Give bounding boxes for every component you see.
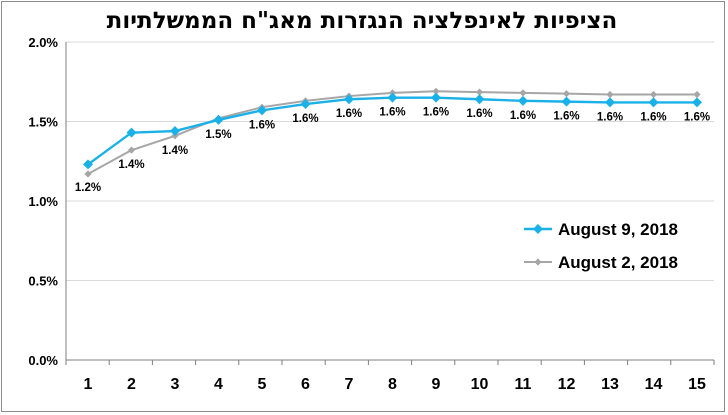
y-tick-label: 0.5% xyxy=(28,274,58,289)
y-axis: 0.0% 0.5% 1.0% 1.5% 2.0% xyxy=(28,35,67,368)
series-line xyxy=(87,90,697,175)
x-tick-label: 13 xyxy=(601,376,619,393)
data-label: 1.6% xyxy=(597,111,623,123)
series-point xyxy=(170,126,180,137)
series-point xyxy=(692,97,702,108)
series-point xyxy=(300,99,311,110)
series-point xyxy=(648,97,659,108)
series-point xyxy=(387,92,398,103)
series-point xyxy=(213,114,224,125)
series-point xyxy=(561,96,572,107)
data-label: 1.6% xyxy=(466,108,492,120)
x-tick-label: 7 xyxy=(345,376,354,393)
data-labels: 1.2% 1.4% 1.4% 1.5% 1.6% 1.6% 1.6% 1.6% 1.6% 1.6%… xyxy=(75,107,710,194)
series-point xyxy=(518,95,528,106)
x-axis: 1 2 3 4 5 6 7 8 9 10 11 12 13 14 15 xyxy=(65,360,715,393)
x-tick-label: 1 xyxy=(84,376,93,393)
series-point xyxy=(693,90,701,99)
series-point xyxy=(432,87,440,95)
data-label: 1.4% xyxy=(118,159,144,171)
legend-marker xyxy=(533,224,543,234)
data-label: 1.6% xyxy=(423,107,449,119)
data-label: 1.6% xyxy=(640,111,666,123)
series-point xyxy=(649,90,658,99)
x-tick-label: 14 xyxy=(645,376,663,393)
legend-entry: August 9, 2018 xyxy=(558,220,678,239)
series-point xyxy=(605,97,615,108)
x-tick-label: 9 xyxy=(432,376,441,393)
data-label: 1.6% xyxy=(684,111,710,123)
series-point xyxy=(606,90,614,99)
chart-title: הציפיות לאינפלציה הנגזרות מאג"ח הממשלתיו… xyxy=(106,8,618,34)
gridlines xyxy=(66,41,714,361)
data-label: 1.6% xyxy=(553,111,579,123)
data-label: 1.6% xyxy=(292,113,318,125)
series-point xyxy=(257,105,267,116)
y-tick-label: 1.0% xyxy=(28,194,58,209)
data-label: 1.6% xyxy=(379,107,405,119)
data-label: 1.6% xyxy=(336,108,362,120)
x-tick-label: 4 xyxy=(214,376,223,393)
y-tick-label: 1.5% xyxy=(28,115,58,130)
legend-entry: August 2, 2018 xyxy=(558,253,678,272)
series-group xyxy=(83,87,702,178)
data-label: 1.6% xyxy=(510,110,536,122)
x-tick-label: 8 xyxy=(388,376,397,393)
x-tick-label: 2 xyxy=(127,376,136,393)
y-tick-label: 0.0% xyxy=(28,353,58,368)
series-point xyxy=(84,170,92,178)
series-point xyxy=(475,88,484,96)
legend: August 9, 2018 August 2, 2018 xyxy=(524,220,678,272)
series-point xyxy=(431,92,441,103)
series-point xyxy=(127,146,136,154)
legend-marker xyxy=(534,258,542,266)
series-point xyxy=(474,94,485,105)
x-tick-label: 11 xyxy=(515,376,532,393)
series-point xyxy=(344,94,354,105)
x-tick-label: 15 xyxy=(688,376,706,393)
x-tick-label: 10 xyxy=(471,376,489,393)
data-label: 1.4% xyxy=(162,145,188,157)
y-tick-label: 2.0% xyxy=(28,35,58,50)
series-point xyxy=(83,159,93,170)
x-tick-label: 6 xyxy=(301,376,310,393)
data-label: 1.2% xyxy=(75,182,101,194)
series-point xyxy=(519,89,527,97)
data-label: 1.5% xyxy=(205,129,231,141)
x-tick-label: 12 xyxy=(558,376,576,393)
x-tick-label: 5 xyxy=(258,376,267,393)
x-tick-label: 3 xyxy=(171,376,180,393)
series-point xyxy=(562,90,571,98)
data-label: 1.6% xyxy=(249,119,275,131)
series-point xyxy=(126,127,137,138)
